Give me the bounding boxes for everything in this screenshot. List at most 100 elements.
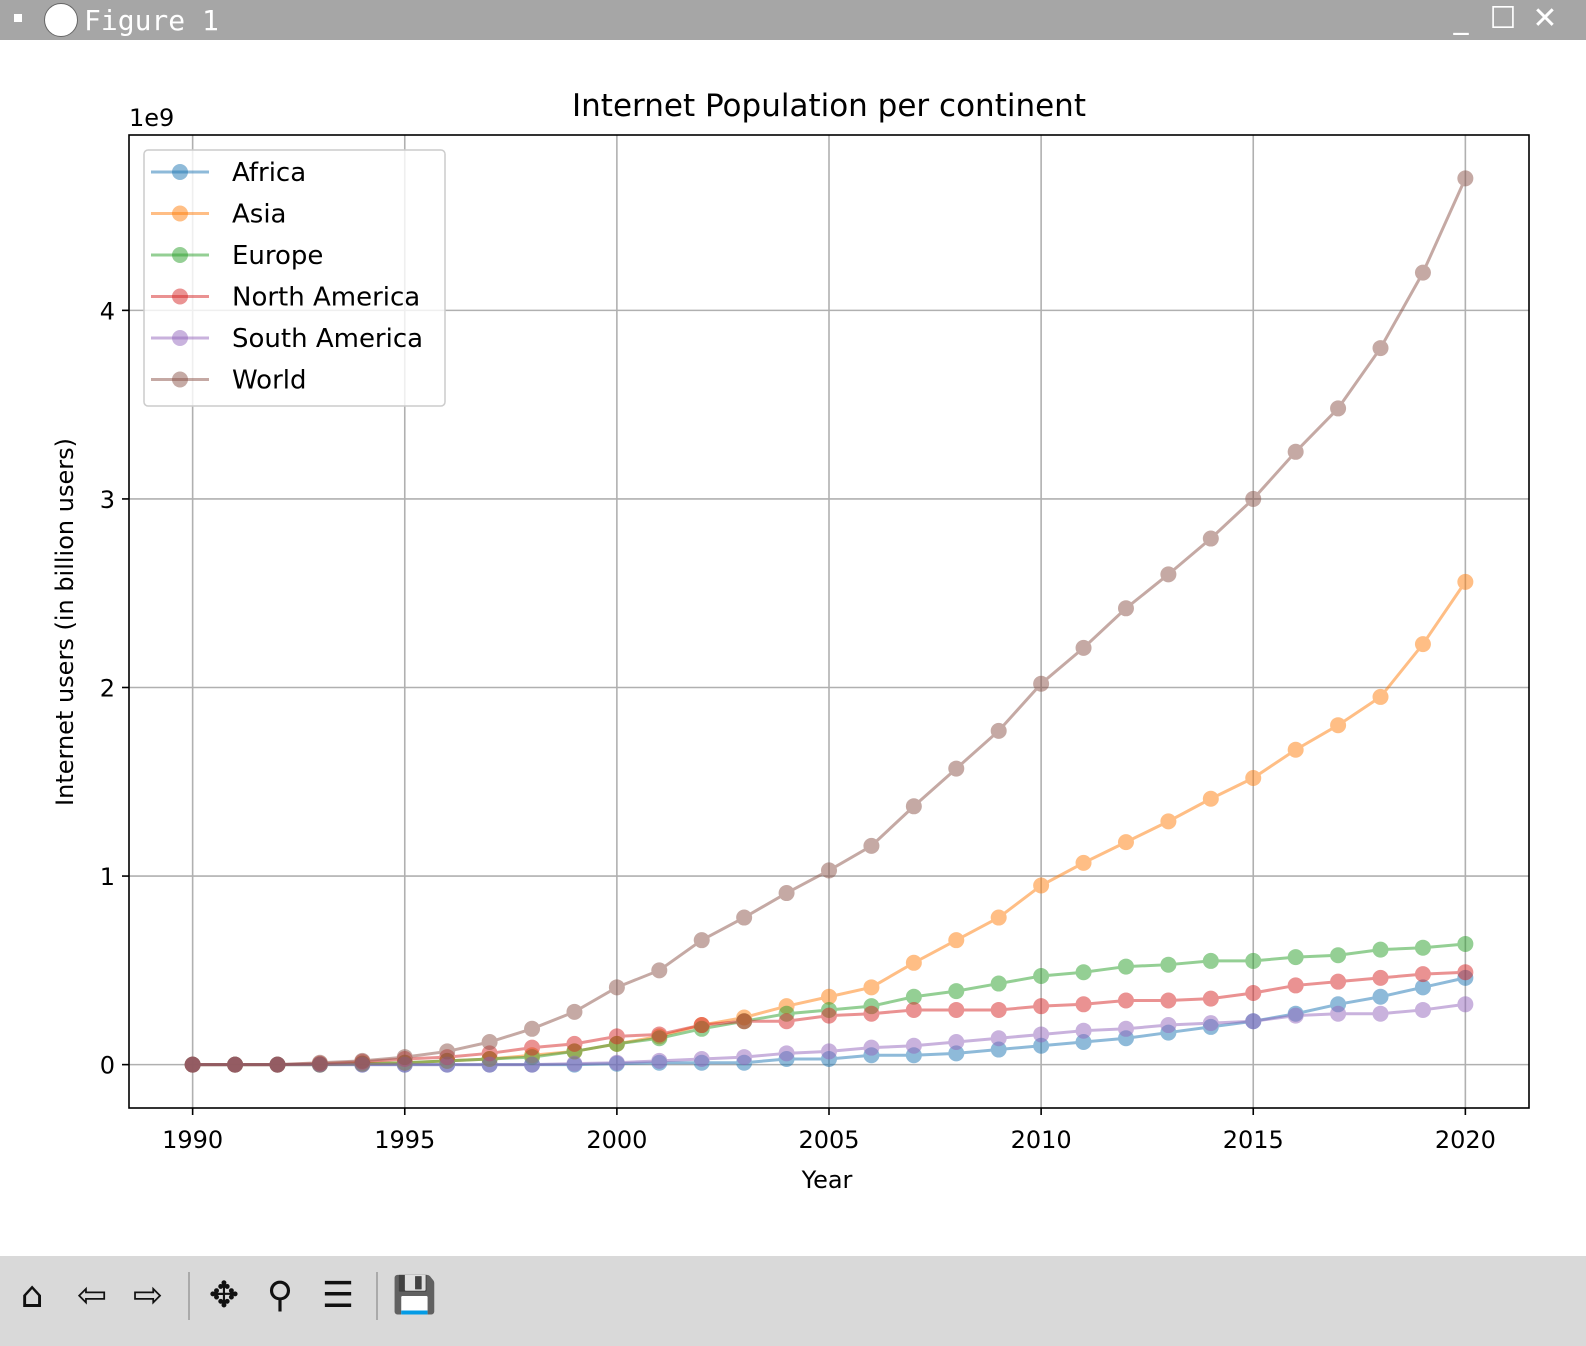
x-axis-label: Year — [801, 1166, 853, 1194]
data-point-south-america — [524, 1056, 541, 1073]
data-point-south-america — [693, 1050, 710, 1067]
data-point-world — [396, 1049, 413, 1066]
data-point-europe — [1202, 952, 1219, 969]
minimize-icon[interactable]: _ — [1453, 1, 1469, 36]
zoom-icon[interactable]: ⚲ — [266, 1275, 294, 1316]
x-tick-label: 1995 — [374, 1126, 435, 1154]
data-point-asia — [1330, 717, 1347, 734]
data-point-europe — [1160, 956, 1177, 973]
data-point-north-america — [524, 1039, 541, 1056]
x-tick-label: 2020 — [1435, 1126, 1496, 1154]
data-point-north-america — [1457, 964, 1474, 981]
legend-box — [143, 149, 446, 407]
data-point-africa — [1075, 1034, 1092, 1051]
data-point-europe — [1414, 939, 1431, 956]
data-point-europe — [1287, 949, 1304, 966]
legend-label: World — [232, 366, 307, 396]
data-point-world — [1033, 675, 1050, 692]
data-point-europe — [1372, 941, 1389, 958]
data-point-north-america — [566, 1035, 583, 1052]
data-point-north-america — [608, 1028, 625, 1045]
data-point-asia — [1245, 770, 1262, 787]
save-icon[interactable]: 💾 — [392, 1275, 437, 1316]
data-point-north-america — [1245, 984, 1262, 1001]
data-point-north-america — [736, 1013, 753, 1030]
data-point-south-america — [821, 1043, 837, 1060]
data-point-world — [1372, 340, 1389, 357]
legend-marker — [172, 205, 188, 222]
window-menu-icon[interactable] — [14, 14, 22, 22]
data-point-world — [1202, 530, 1219, 547]
data-point-world — [1075, 639, 1092, 656]
data-point-world — [693, 932, 710, 949]
data-point-south-america — [608, 1054, 625, 1071]
series-world — [184, 170, 1474, 1073]
data-point-south-america — [990, 1030, 1007, 1047]
data-point-north-america — [1330, 973, 1347, 990]
data-point-south-america — [1202, 1015, 1219, 1032]
data-point-europe — [905, 988, 922, 1005]
data-point-world — [608, 979, 625, 996]
legend-marker — [172, 330, 188, 346]
data-point-world — [1287, 443, 1304, 460]
data-point-africa — [990, 1041, 1007, 1058]
data-point-south-america — [1457, 996, 1474, 1013]
legend-marker — [172, 247, 188, 263]
data-point-asia — [863, 979, 880, 996]
legend-marker — [172, 371, 188, 388]
data-point-asia — [1287, 741, 1304, 758]
data-point-world — [948, 760, 965, 777]
data-point-world — [990, 722, 1007, 739]
data-point-south-america — [1287, 1007, 1304, 1024]
y-offset-label: 1e9 — [129, 104, 174, 132]
data-point-south-america — [1033, 1026, 1050, 1043]
data-point-north-america — [821, 1007, 837, 1024]
data-point-world — [778, 885, 795, 902]
figure-canvas: 1990 1995 2000 2005 2010 2015 2020 0 1 2 3 4 Intern… — [51, 88, 1530, 1194]
data-point-world — [651, 962, 668, 979]
data-point-asia — [1414, 636, 1431, 653]
data-point-world — [481, 1034, 498, 1051]
pan-icon[interactable]: ✥ — [208, 1275, 240, 1316]
toolbar-separator — [188, 1272, 190, 1320]
home-icon[interactable]: ⌂ — [20, 1275, 44, 1316]
data-point-europe — [1457, 935, 1474, 952]
data-point-world — [1414, 264, 1431, 281]
legend-label: Asia — [232, 200, 287, 230]
close-icon[interactable]: ✕ — [1532, 1, 1558, 36]
back-icon[interactable]: ⇦ — [76, 1275, 108, 1316]
legend-label: North America — [232, 283, 420, 313]
maximize-icon[interactable]: ☐ — [1489, 1, 1517, 36]
data-point-world — [524, 1020, 541, 1037]
matplotlib-logo-icon — [44, 3, 78, 37]
chart-title: Internet Population per continent — [572, 88, 1086, 124]
data-point-europe — [1330, 947, 1347, 964]
configure-subplots-icon[interactable]: ☰ — [321, 1275, 355, 1316]
legend-item-asia: Asia — [151, 200, 287, 230]
legend-label: South America — [232, 324, 423, 354]
data-point-europe — [1033, 968, 1050, 985]
legend-marker — [172, 288, 188, 305]
data-point-north-america — [693, 1017, 710, 1034]
legend-marker — [172, 164, 188, 180]
data-point-north-america — [863, 1005, 880, 1022]
forward-icon[interactable]: ⇨ — [132, 1275, 164, 1316]
data-point-north-america — [778, 1013, 795, 1030]
data-point-north-america — [1033, 998, 1050, 1015]
data-point-asia — [1075, 854, 1092, 871]
y-tick-label: 4 — [100, 297, 115, 325]
y-tick-label: 1 — [100, 863, 115, 891]
data-point-world — [1457, 170, 1474, 187]
legend-item-north-america: North America — [151, 283, 420, 313]
data-point-europe — [948, 983, 965, 1000]
data-point-north-america — [905, 1001, 922, 1018]
data-point-europe — [990, 975, 1007, 992]
data-point-north-america — [1117, 992, 1134, 1009]
navigation-toolbar: ⌂ ⇦ ⇨ ✥ ⚲ ☰ 💾 — [0, 1256, 1586, 1346]
data-point-world — [354, 1052, 371, 1069]
data-point-world — [863, 837, 880, 854]
data-point-world — [184, 1056, 201, 1073]
data-point-world — [1245, 490, 1262, 507]
data-point-world — [311, 1054, 328, 1071]
data-point-europe — [1117, 958, 1134, 975]
